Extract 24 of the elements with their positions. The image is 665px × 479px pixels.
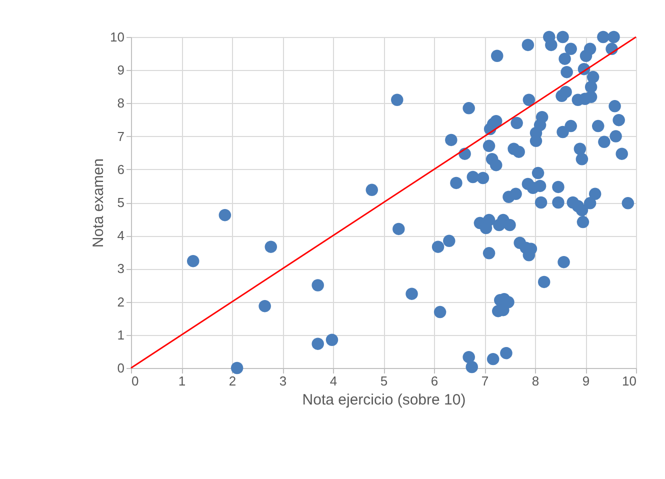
x-tick-label: 8 <box>532 374 540 388</box>
y-tick-label: 8 <box>117 96 124 111</box>
x-tick-label: 7 <box>481 374 489 388</box>
x-tick-label: 10 <box>622 374 636 388</box>
x-tick-label: 2 <box>228 374 236 388</box>
x-tick-label: 1 <box>178 374 186 388</box>
y-tick-label: 6 <box>117 162 124 177</box>
y-tick-label: 10 <box>110 30 124 44</box>
y-tick-label: 2 <box>117 294 124 310</box>
x-axis-title: Nota ejercicio (sobre 10) <box>302 392 466 408</box>
y-tick-label: 0 <box>117 360 124 376</box>
y-tick-label: 3 <box>117 261 124 276</box>
y-tick-label: 9 <box>117 62 124 78</box>
x-tick-label: 6 <box>430 374 438 388</box>
y-tick-label: 5 <box>117 195 124 210</box>
y-tick-label: 1 <box>117 327 124 342</box>
y-axis-title: Nota examen <box>90 158 108 248</box>
y-tick-label: 4 <box>117 228 124 244</box>
x-tick-label: 9 <box>582 374 590 388</box>
x-tick-label: 3 <box>279 374 287 388</box>
x-tick-label: 5 <box>380 374 388 388</box>
x-tick-label: 4 <box>330 374 338 388</box>
x-tick-label: 0 <box>132 374 139 388</box>
y-tick-label: 7 <box>117 128 124 144</box>
